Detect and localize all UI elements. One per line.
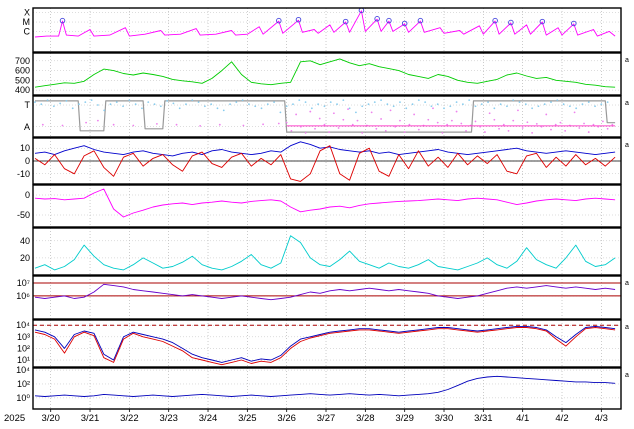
svg-text:A: A: [24, 122, 30, 132]
svg-text:4/3: 4/3: [595, 413, 608, 424]
svg-text:a: a: [625, 372, 629, 379]
svg-text:10⁷: 10⁷: [17, 278, 30, 288]
svg-text:10⁰: 10⁰: [16, 393, 30, 403]
svg-text:10: 10: [20, 143, 30, 153]
svg-text:3/27: 3/27: [317, 413, 336, 424]
svg-text:3/22: 3/22: [120, 413, 139, 424]
svg-text:-50: -50: [17, 210, 30, 220]
svg-text:3/28: 3/28: [356, 413, 375, 424]
svg-text:a: a: [625, 142, 629, 149]
svg-text:a: a: [625, 100, 629, 107]
svg-text:3/23: 3/23: [159, 413, 178, 424]
svg-text:C: C: [24, 26, 31, 36]
svg-text:10²: 10²: [17, 343, 30, 353]
svg-text:500: 500: [15, 75, 30, 85]
svg-text:2025: 2025: [4, 413, 25, 424]
svg-text:3/21: 3/21: [81, 413, 100, 424]
svg-text:M: M: [23, 17, 31, 27]
svg-text:3/31: 3/31: [474, 413, 493, 424]
svg-text:10⁴: 10⁴: [16, 365, 30, 375]
svg-text:0: 0: [25, 156, 30, 166]
svg-text:3/20: 3/20: [41, 413, 60, 424]
svg-text:700: 700: [15, 56, 30, 66]
svg-text:4/1: 4/1: [516, 413, 529, 424]
svg-text:600: 600: [15, 66, 30, 76]
svg-text:a: a: [625, 57, 629, 64]
svg-text:40: 40: [20, 236, 30, 246]
svg-text:3/24: 3/24: [199, 413, 218, 424]
svg-text:10⁴: 10⁴: [16, 320, 30, 330]
svg-text:3/25: 3/25: [238, 413, 257, 424]
svg-text:3/26: 3/26: [277, 413, 296, 424]
svg-text:T: T: [25, 100, 31, 110]
svg-text:10⁶: 10⁶: [16, 291, 30, 301]
svg-text:400: 400: [15, 85, 30, 95]
svg-text:a: a: [625, 280, 629, 287]
svg-text:a: a: [625, 324, 629, 331]
svg-text:X: X: [24, 8, 30, 18]
svg-text:3/30: 3/30: [435, 413, 454, 424]
svg-text:4/2: 4/2: [555, 413, 568, 424]
svg-text:3/29: 3/29: [395, 413, 414, 424]
svg-text:10¹: 10¹: [17, 355, 30, 365]
svg-text:10²: 10²: [17, 379, 30, 389]
svg-text:10³: 10³: [17, 332, 30, 342]
svg-text:-10: -10: [17, 169, 30, 179]
svg-text:0: 0: [25, 190, 30, 200]
svg-text:20: 20: [20, 253, 30, 263]
